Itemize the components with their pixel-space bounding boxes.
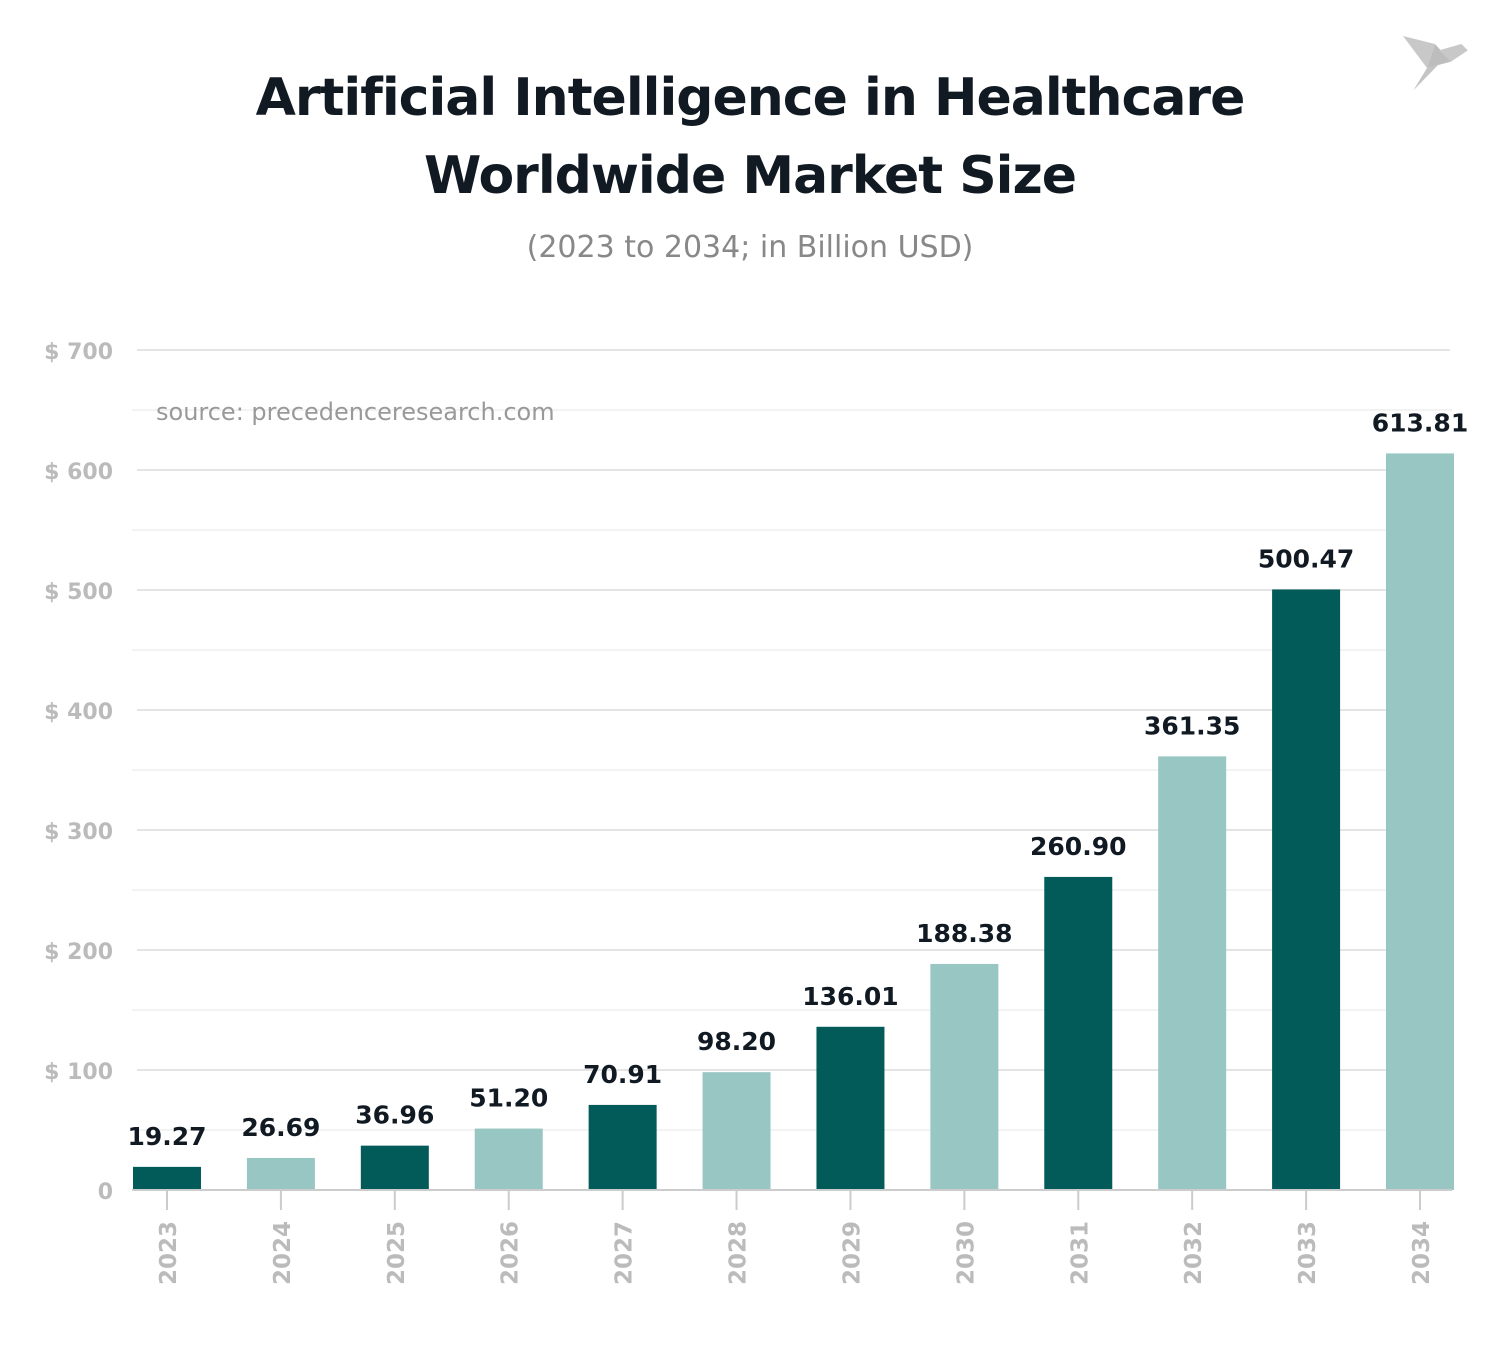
y-tick-label: $ 700 — [44, 340, 113, 365]
bar-2029 — [816, 1026, 885, 1190]
y-tick-label: $ 200 — [44, 940, 113, 965]
bar-2026 — [474, 1128, 543, 1190]
y-tick-label: $ 100 — [44, 1060, 113, 1085]
data-label: 70.91 — [583, 1060, 662, 1089]
y-tick-label: 0 — [98, 1180, 113, 1205]
y-tick-label: $ 500 — [44, 580, 113, 605]
data-label: 136.01 — [802, 982, 898, 1011]
bar-2025 — [360, 1145, 429, 1190]
x-tick-label: 2026 — [498, 1221, 524, 1285]
chart-subtitle: (2023 to 2034; in Billion USD) — [526, 230, 974, 265]
bar-2023 — [133, 1166, 201, 1190]
x-tick-label: 2028 — [726, 1221, 752, 1285]
data-label: 19.27 — [127, 1122, 206, 1151]
data-label: 613.81 — [1372, 408, 1468, 437]
bar-2024 — [246, 1157, 315, 1190]
x-tick-label: 2025 — [384, 1221, 410, 1285]
data-label: 188.38 — [916, 919, 1012, 948]
x-tick-label: 2030 — [953, 1221, 979, 1285]
y-tick-label: $ 400 — [44, 700, 113, 725]
x-tick-label: 2034 — [1409, 1221, 1435, 1285]
data-label: 26.69 — [241, 1113, 320, 1142]
y-tick-label: $ 600 — [44, 460, 113, 485]
bar-2028 — [702, 1072, 771, 1190]
chart-title-line-1: Artificial Intelligence in Healthcare — [255, 68, 1246, 128]
x-tick-label: 2032 — [1181, 1221, 1207, 1285]
chart-title-line-2: Worldwide Market Size — [423, 146, 1077, 206]
bar-2030 — [930, 963, 999, 1190]
bar-2027 — [588, 1104, 657, 1190]
x-tick-label: 2029 — [839, 1221, 865, 1285]
data-label: 36.96 — [355, 1101, 434, 1130]
data-label: 500.47 — [1258, 544, 1354, 573]
x-tick-label: 2027 — [612, 1221, 638, 1285]
x-tick-label: 2024 — [270, 1221, 296, 1285]
bar-2034 — [1386, 453, 1454, 1191]
x-tick-label: 2031 — [1067, 1221, 1093, 1285]
bird-logo-icon — [1403, 36, 1468, 91]
data-label: 98.20 — [697, 1027, 776, 1056]
data-label: 51.20 — [469, 1084, 548, 1113]
y-tick-label: $ 300 — [44, 820, 113, 845]
source-note: source: precedenceresearch.com — [156, 398, 555, 426]
data-label: 361.35 — [1144, 711, 1240, 740]
data-label: 260.90 — [1030, 832, 1126, 861]
bar-2031 — [1044, 876, 1113, 1190]
bar-2033 — [1272, 589, 1341, 1190]
bar-2032 — [1158, 756, 1227, 1190]
x-tick-label: 2033 — [1295, 1221, 1321, 1285]
x-tick-label: 2023 — [156, 1221, 182, 1285]
